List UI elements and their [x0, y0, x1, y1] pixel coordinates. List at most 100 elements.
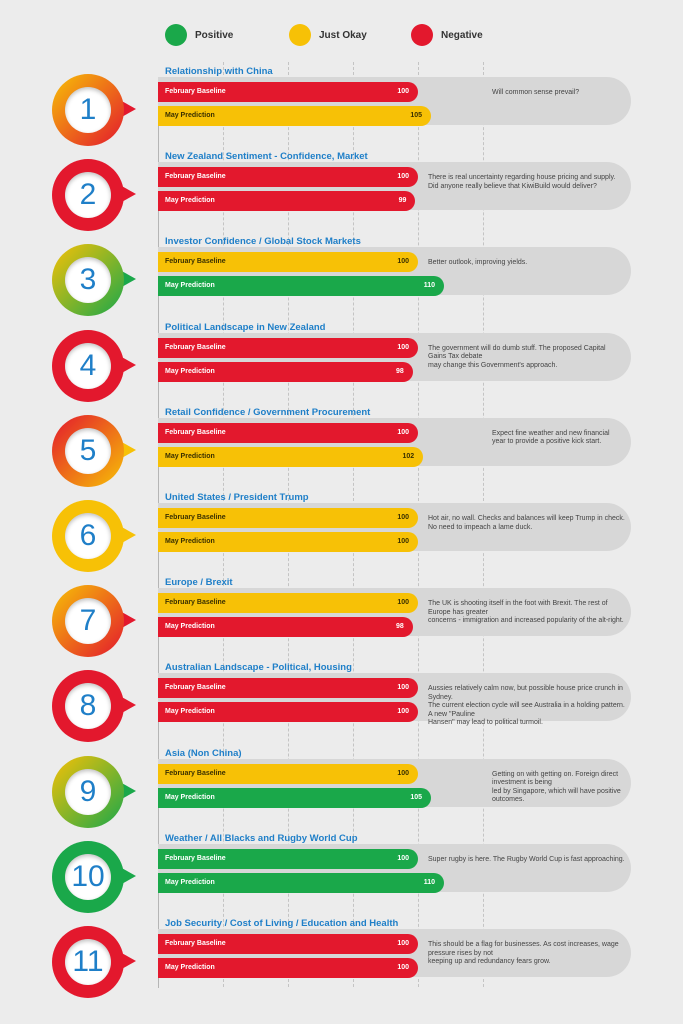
bar-label: February Baseline — [165, 88, 226, 95]
bar-value: 100 — [397, 538, 409, 545]
number-marker: 4 — [0, 322, 140, 402]
may-prediction-bar: May Prediction 98 — [158, 361, 413, 382]
section-7: 7 Europe / Brexit February Baseline 100 May … — [0, 577, 683, 658]
section-4: 4 Political Landscape in New Zealand Febru… — [0, 322, 683, 402]
section-title: Job Security / Cost of Living / Educatio… — [165, 918, 399, 929]
commentary-note: The UK is shooting itself in the foot wi… — [428, 600, 624, 625]
may-prediction-bar: May Prediction 100 — [158, 532, 418, 552]
legend-item-negative: Negative — [411, 22, 483, 48]
section-3: 3 Investor Confidence / Global Stock Mark… — [0, 236, 683, 317]
marker-number: 8 — [65, 683, 111, 730]
bar-value: 102 — [402, 452, 415, 460]
may-prediction-bar: May Prediction 105 — [158, 787, 431, 808]
bar-label: May Prediction — [165, 964, 215, 971]
bar-value: 100 — [397, 514, 409, 521]
bar-value: 100 — [397, 258, 409, 266]
section-title: Investor Confidence / Global Stock Marke… — [165, 236, 361, 248]
marker-number: 5 — [65, 427, 111, 474]
section-1: 1 Relationship with China February Baselin… — [0, 66, 683, 146]
marker-number: 4 — [65, 342, 111, 389]
number-marker: 6 — [0, 492, 140, 572]
bar-label: May Prediction — [165, 282, 215, 290]
number-marker: 5 — [0, 407, 140, 487]
commentary-note: Expect fine weather and new financial ye… — [492, 429, 610, 446]
february-baseline-bar: February Baseline 100 — [158, 763, 418, 784]
february-baseline-bar: February Baseline 100 — [158, 508, 418, 528]
february-baseline-bar: February Baseline 100 — [158, 422, 418, 443]
february-baseline-bar: February Baseline 100 — [158, 337, 418, 358]
bar-value: 100 — [397, 769, 409, 777]
bar-label: February Baseline — [165, 769, 226, 777]
bar-value: 100 — [397, 684, 409, 692]
may-prediction-bar: May Prediction 105 — [158, 106, 431, 126]
legend: Positive Just Okay Negative — [0, 22, 683, 48]
legend-swatch — [411, 24, 433, 46]
bar-label: February Baseline — [165, 428, 226, 436]
february-baseline-bar: February Baseline 100 — [158, 848, 418, 869]
february-baseline-bar: February Baseline 100 — [158, 252, 418, 273]
number-marker: 3 — [0, 236, 140, 317]
marker-number: 3 — [65, 257, 111, 304]
bar-value: 100 — [397, 599, 409, 607]
bar-label: May Prediction — [165, 197, 215, 205]
bar-value: 100 — [397, 964, 409, 971]
legend-label: Just Okay — [319, 29, 367, 41]
february-baseline-bar: February Baseline 100 — [158, 82, 418, 102]
may-prediction-bar: May Prediction 100 — [158, 702, 418, 723]
section-title: Australian Landscape - Political, Housin… — [165, 662, 352, 674]
february-baseline-bar: February Baseline 100 — [158, 593, 418, 614]
marker-number: 6 — [65, 513, 111, 559]
may-prediction-bar: May Prediction 110 — [158, 276, 444, 297]
commentary-note: Aussies relatively calm now, but possibl… — [428, 685, 625, 727]
bar-value: 100 — [397, 428, 409, 436]
bar-label: May Prediction — [165, 878, 215, 886]
section-6: 6 United States / President Trump February… — [0, 492, 683, 572]
bar-value: 110 — [423, 878, 435, 886]
bar-label: May Prediction — [165, 623, 215, 631]
number-marker: 1 — [0, 66, 140, 146]
february-baseline-bar: February Baseline 100 — [158, 167, 418, 188]
bar-label: May Prediction — [165, 538, 215, 545]
legend-label: Positive — [195, 29, 234, 41]
section-title: Europe / Brexit — [165, 577, 233, 589]
bar-value: 98 — [396, 623, 404, 631]
commentary-note: Better outlook, improving yields. — [428, 259, 528, 267]
bar-value: 100 — [397, 343, 409, 351]
marker-number: 11 — [65, 939, 111, 985]
bar-label: May Prediction — [165, 793, 215, 801]
bar-value: 100 — [397, 708, 409, 716]
section-title: Weather / All Blacks and Rugby World Cup — [165, 832, 358, 844]
section-title: United States / President Trump — [165, 492, 309, 503]
bar-value: 100 — [397, 854, 409, 862]
bar-value: 100 — [397, 173, 409, 181]
marker-number: 10 — [65, 853, 111, 900]
bar-label: May Prediction — [165, 452, 215, 460]
section-5: 5 Retail Confidence / Government Procurem… — [0, 407, 683, 487]
may-prediction-bar: May Prediction 98 — [158, 617, 413, 638]
section-9: 9 Asia (Non China) February Baseline 100 May… — [0, 748, 683, 828]
marker-number: 1 — [65, 87, 111, 133]
legend-swatch — [165, 24, 187, 46]
number-marker: 2 — [0, 151, 140, 232]
bar-value: 105 — [410, 793, 422, 801]
february-baseline-bar: February Baseline 100 — [158, 934, 418, 954]
bar-label: February Baseline — [165, 599, 226, 607]
marker-number: 9 — [65, 768, 111, 815]
bar-label: February Baseline — [165, 940, 226, 947]
bar-label: February Baseline — [165, 173, 226, 181]
bar-label: May Prediction — [165, 112, 215, 119]
section-title: Asia (Non China) — [165, 747, 242, 759]
legend-item-just-okay: Just Okay — [289, 22, 367, 48]
may-prediction-bar: May Prediction 102 — [158, 446, 424, 467]
number-marker: 10 — [0, 833, 140, 913]
bar-label: February Baseline — [165, 514, 226, 521]
legend-label: Negative — [441, 29, 483, 41]
bar-label: February Baseline — [165, 258, 226, 266]
may-prediction-bar: May Prediction 100 — [158, 958, 418, 978]
number-marker: 8 — [0, 662, 140, 743]
section-title: Political Landscape in New Zealand — [165, 321, 326, 333]
may-prediction-bar: May Prediction 99 — [158, 191, 416, 212]
bar-value: 105 — [410, 112, 422, 119]
legend-item-positive: Positive — [165, 22, 233, 48]
